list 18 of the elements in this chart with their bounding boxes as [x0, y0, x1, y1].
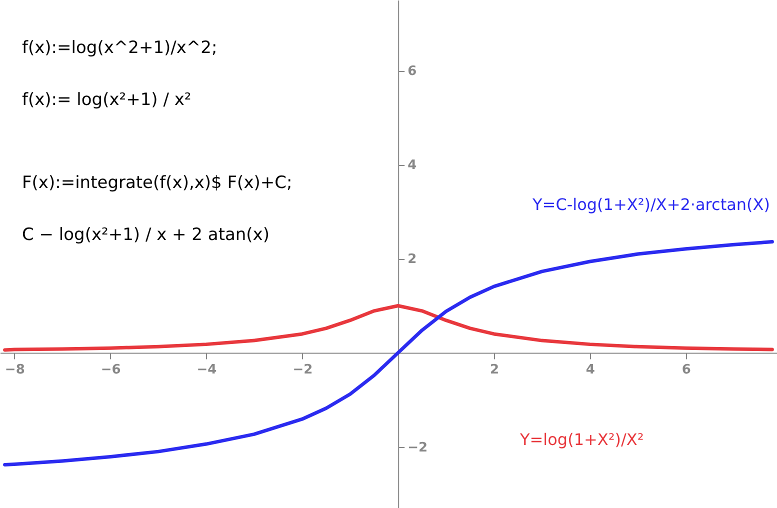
annotation: f(x):= log(x²+1) / x² [22, 90, 192, 110]
x-tick-label: 6 [682, 362, 691, 378]
y-tick-label: −2 [408, 440, 428, 456]
x-tick-label: −8 [4, 362, 25, 378]
x-tick-label: 4 [586, 362, 595, 378]
annotation: f(x):=log(x^2+1)/x^2; [22, 38, 218, 58]
x-tick-label: −4 [196, 362, 217, 378]
annotation: F(x):=integrate(f(x),x)$ F(x)+C; [22, 173, 292, 193]
line-series [3, 304, 774, 352]
y-tick-label: 2 [408, 252, 417, 268]
x-tick-label: 2 [490, 362, 500, 378]
y-tick-label: 4 [408, 158, 417, 174]
y-tick-label: 6 [408, 64, 417, 80]
x-tick-label: −2 [292, 362, 313, 378]
x-tick-label: −6 [100, 362, 121, 378]
text: Y=log(1+X²)/X² [519, 430, 644, 449]
series-label: Y=C-log(1+X²)/X+2·arctan(X) [532, 195, 770, 214]
annotation: C − log(x²+1) / x + 2 atan(x) [22, 225, 270, 245]
